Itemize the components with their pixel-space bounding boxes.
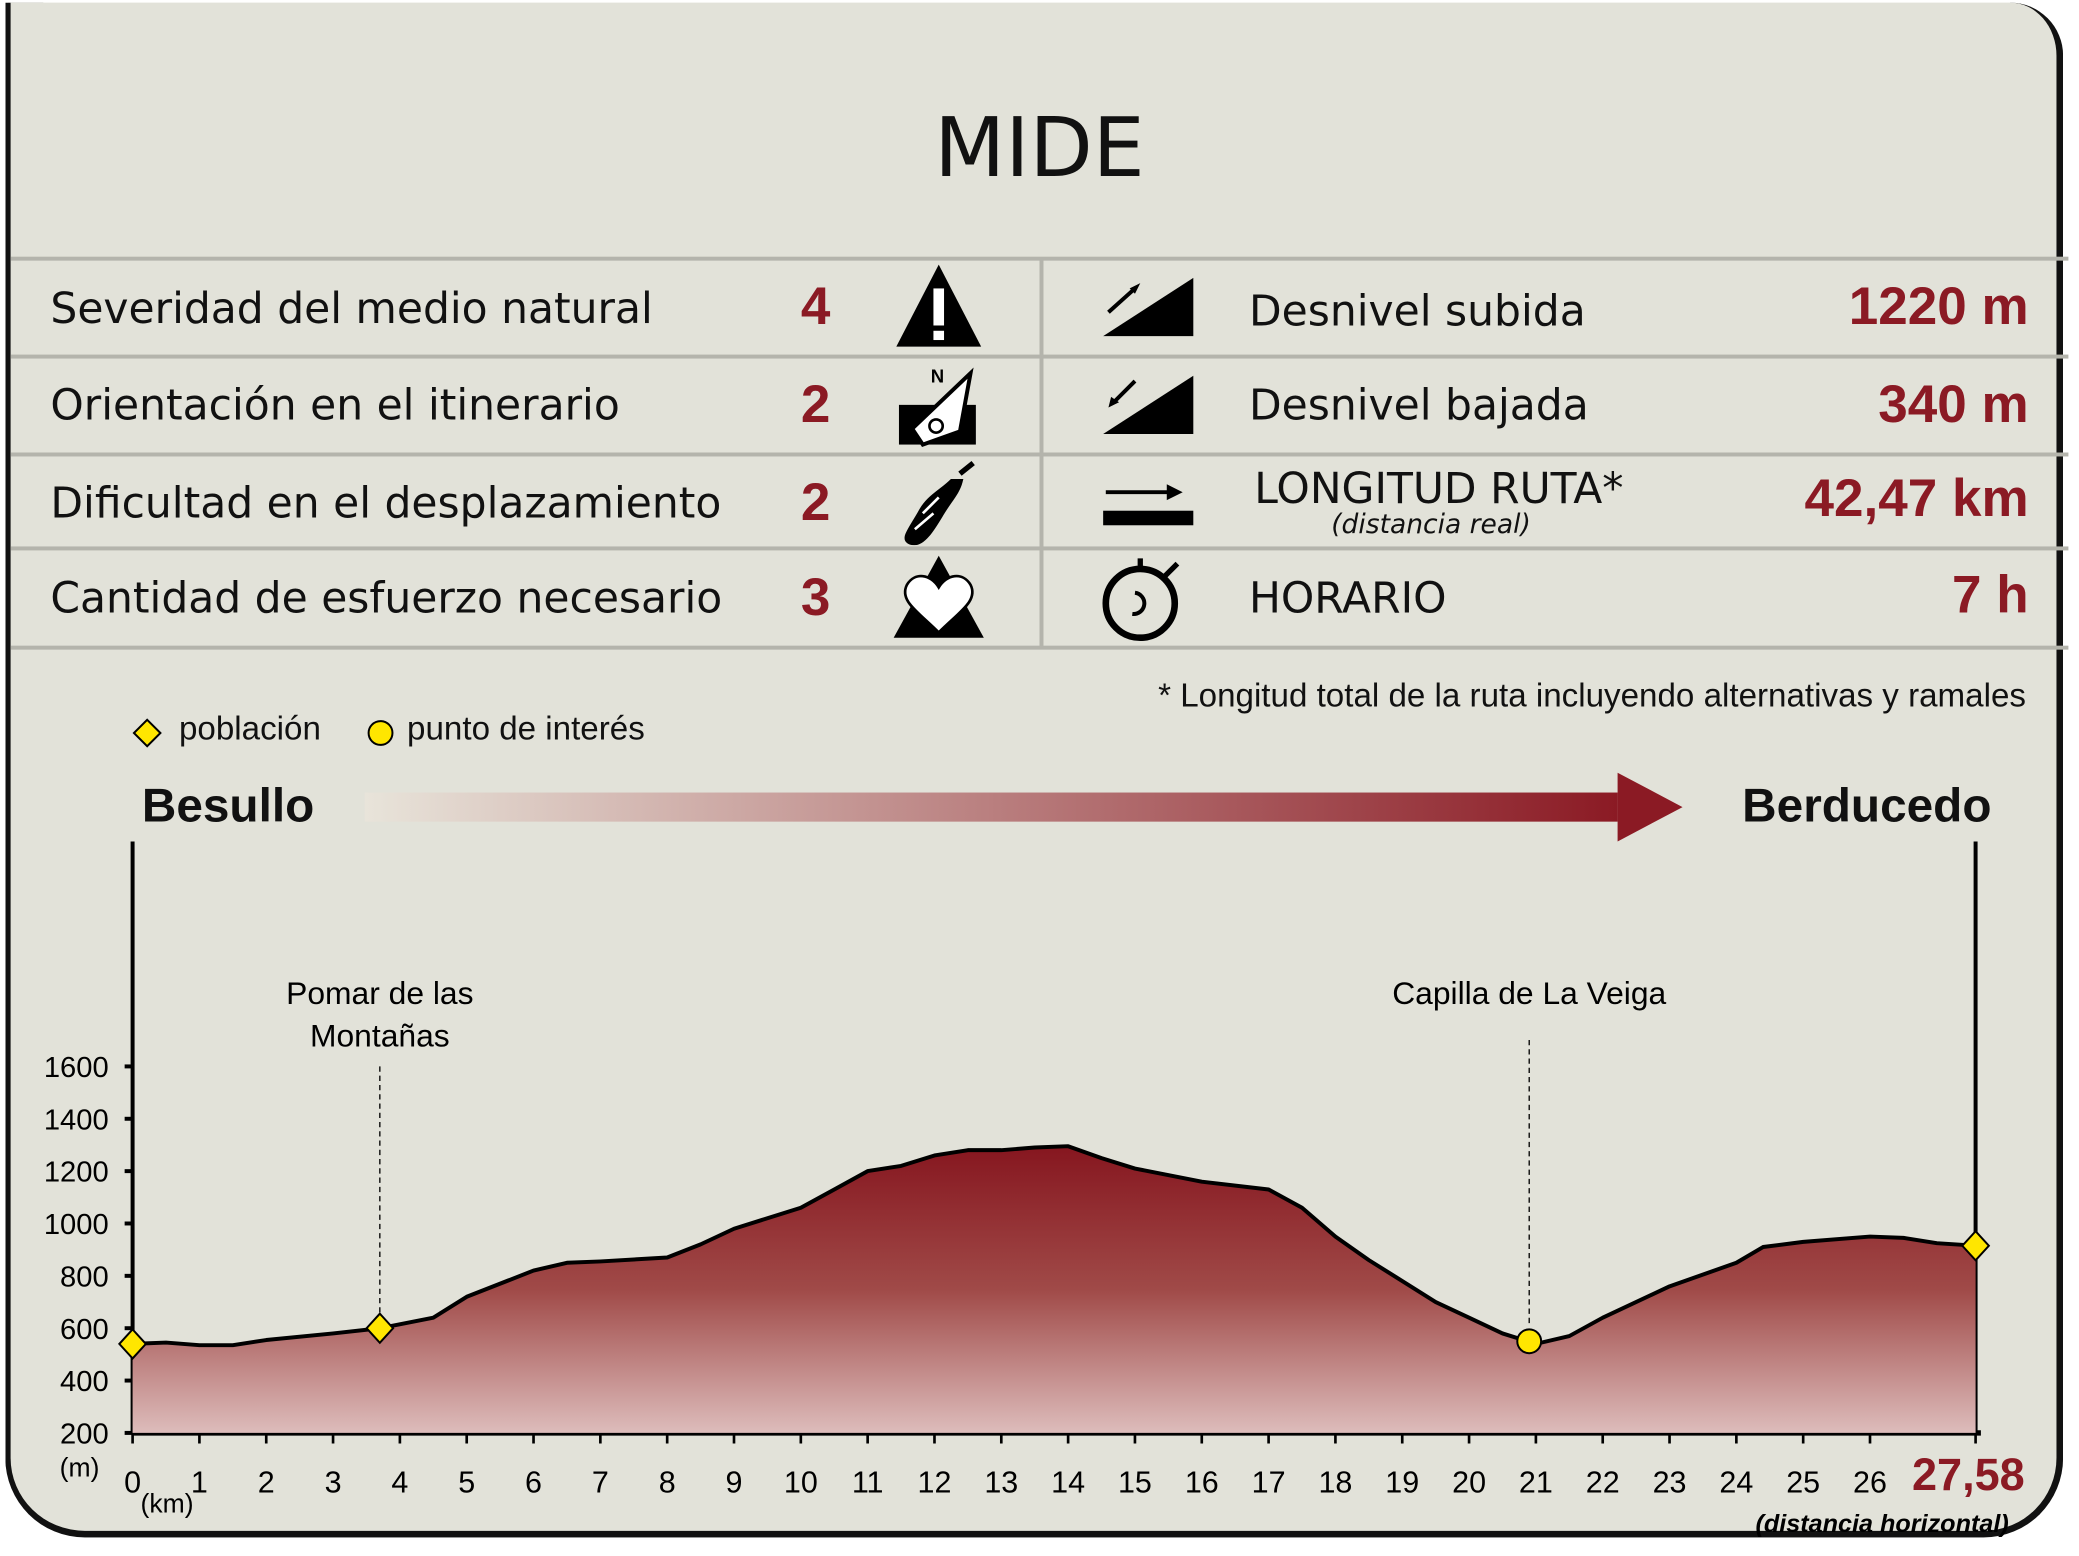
x-tick-label: 19 (1385, 1465, 1419, 1499)
x-tick-label: 9 (726, 1465, 743, 1499)
x-tick-label: 16 (1185, 1465, 1219, 1499)
page-title: MIDE (934, 99, 1145, 196)
stat-sublabel-length: (distancia real) (1331, 508, 1531, 540)
footnote: * Longitud total de la ruta incluyendo a… (1158, 677, 2026, 715)
y-tick-label: 1200 (44, 1157, 109, 1189)
x-tick-label: 21 (1519, 1465, 1553, 1499)
x-tick-label: 1 (191, 1465, 208, 1499)
distance-arrow-icon (1103, 484, 1194, 526)
divider (1039, 259, 1044, 649)
heart-mountain-icon (893, 555, 984, 638)
legend-diamond-icon (132, 718, 162, 748)
warning-mountain-icon (896, 264, 982, 347)
stat-label-length: LONGITUD RUTA* (1254, 463, 1624, 514)
svg-text:N: N (931, 365, 944, 386)
x-tick-label: 11 (852, 1465, 884, 1499)
y-tick-label: 600 (60, 1314, 109, 1346)
stat-value-ascent: 1220 m (1848, 277, 2029, 337)
mide-label-difficulty: Dificultad en el desplazamiento (50, 477, 722, 528)
compass-north-icon: N (898, 365, 976, 447)
poblacion-marker (117, 1327, 148, 1360)
x-tick-label: 18 (1318, 1465, 1352, 1499)
x-tick-label: 12 (918, 1465, 952, 1499)
y-tick-label: 1000 (44, 1209, 109, 1241)
stat-label-ascent: Desnivel subida (1248, 285, 1586, 337)
x-tick-label: 23 (1653, 1465, 1687, 1499)
x-tick-label: 6 (525, 1465, 542, 1499)
elevation-line (132, 1144, 1976, 1348)
x-tick-label: 0 (124, 1465, 141, 1499)
x-note: (distancia horizontal) (1755, 1510, 2008, 1538)
stat-label-descent: Desnivel bajada (1248, 379, 1589, 431)
y-axis-label: (m) (60, 1453, 100, 1483)
footprint-icon (904, 461, 975, 546)
y-tick-label: 200 (60, 1419, 109, 1451)
x-tick-label: 10 (784, 1465, 818, 1499)
stat-value-descent: 340 m (1878, 375, 2029, 434)
route-end: Berducedo (1742, 777, 1992, 833)
legend-punto: punto de interés (407, 710, 645, 748)
mide-value-orientation: 2 (800, 375, 831, 434)
mide-value-difficulty: 2 (800, 473, 831, 532)
point-label: Capilla de La Veiga (1392, 975, 1666, 1011)
x-tick-label: 5 (458, 1465, 475, 1499)
x-tick-label: 26 (1853, 1465, 1887, 1499)
x-tick-label: 3 (325, 1465, 342, 1499)
stopwatch-icon (1102, 558, 1180, 642)
x-tick-label: 8 (659, 1465, 676, 1499)
point-label: Pomar de las (286, 975, 473, 1011)
x-tick-label: 14 (1051, 1465, 1085, 1499)
y-tick-label: 1600 (44, 1052, 109, 1084)
point-label: Montañas (310, 1018, 450, 1054)
x-tick-label: 17 (1252, 1465, 1286, 1499)
mide-label-effort: Cantidad de esfuerzo necesario (50, 572, 723, 624)
stat-value-time: 7 h (1951, 566, 2029, 625)
divider (10, 256, 2069, 261)
x-tick-label: 2 (258, 1465, 275, 1499)
x-tick-label: 13 (984, 1465, 1018, 1499)
legend-circle-icon (367, 720, 394, 746)
x-tick-label: 24 (1719, 1465, 1753, 1499)
x-tick-label: 15 (1118, 1465, 1152, 1499)
poblacion-marker (1960, 1229, 1991, 1262)
punto-interes-marker (1516, 1328, 1543, 1355)
x-end-label: 27,58 (1912, 1449, 2025, 1500)
y-tick-label: 400 (60, 1366, 109, 1398)
mide-label-severity: Severidad del medio natural (50, 283, 653, 334)
stat-label-time: HORARIO (1248, 572, 1447, 624)
x-tick-label: 20 (1452, 1465, 1486, 1499)
direction-arrow-icon (364, 772, 1683, 842)
mide-label-orientation: Orientación en el itinerario (50, 379, 620, 431)
stat-value-length: 42,47 km (1804, 469, 2029, 528)
route-start: Besullo (141, 777, 315, 833)
x-axis-label: (km) (141, 1488, 194, 1518)
y-tick-label: 1400 (44, 1104, 109, 1136)
mide-value-effort: 3 (800, 568, 831, 628)
ascent-icon (1103, 277, 1194, 337)
legend-poblacion: población (178, 710, 321, 748)
x-tick-label: 7 (592, 1465, 609, 1499)
x-tick-label: 22 (1586, 1465, 1620, 1499)
x-tick-label: 25 (1786, 1465, 1820, 1499)
elevation-area (132, 1146, 1976, 1433)
poblacion-marker (365, 1312, 395, 1345)
y-tick-label: 800 (60, 1261, 109, 1293)
x-tick-label: 4 (391, 1465, 408, 1499)
descent-icon (1103, 375, 1194, 434)
mide-value-severity: 4 (800, 277, 831, 337)
